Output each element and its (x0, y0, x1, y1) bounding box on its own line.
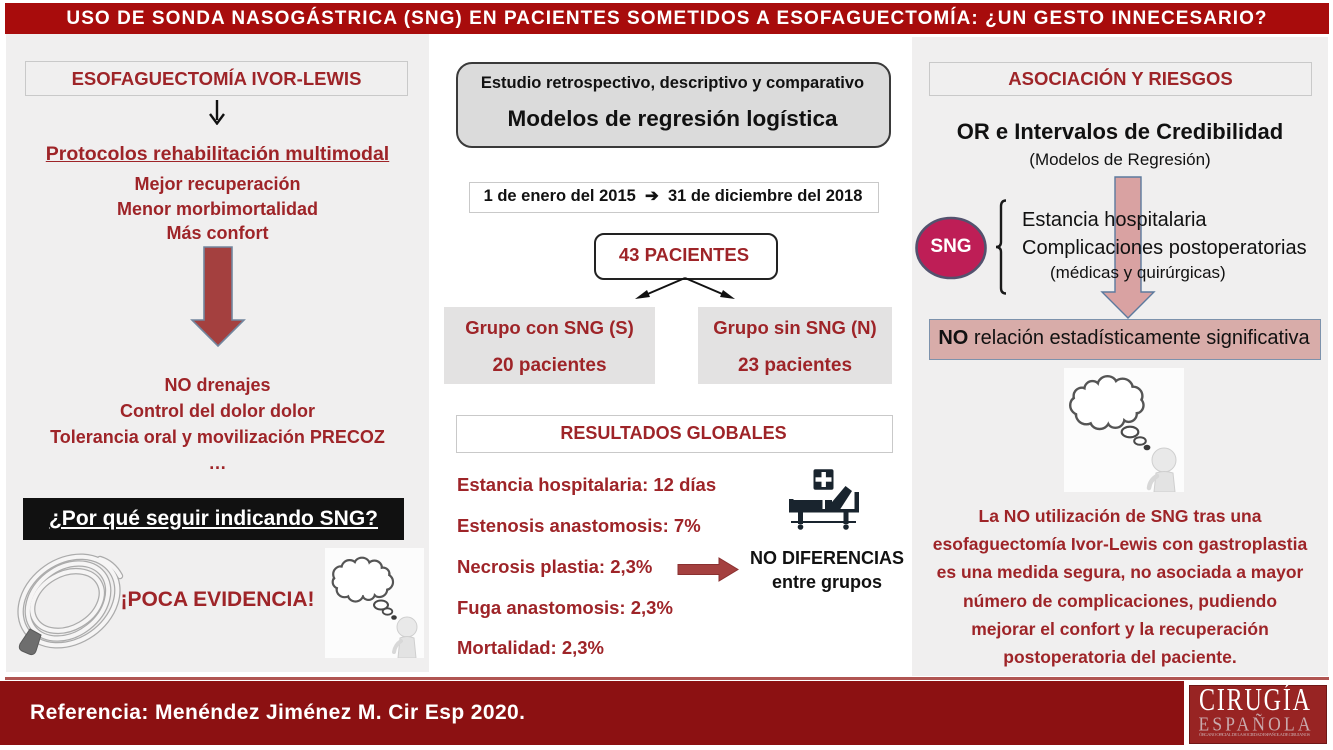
svg-text:ÓRGANO OFICIAL DE LA SOCIEDAD: ÓRGANO OFICIAL DE LA SOCIEDAD ESPAÑOLA D… (1199, 732, 1310, 737)
